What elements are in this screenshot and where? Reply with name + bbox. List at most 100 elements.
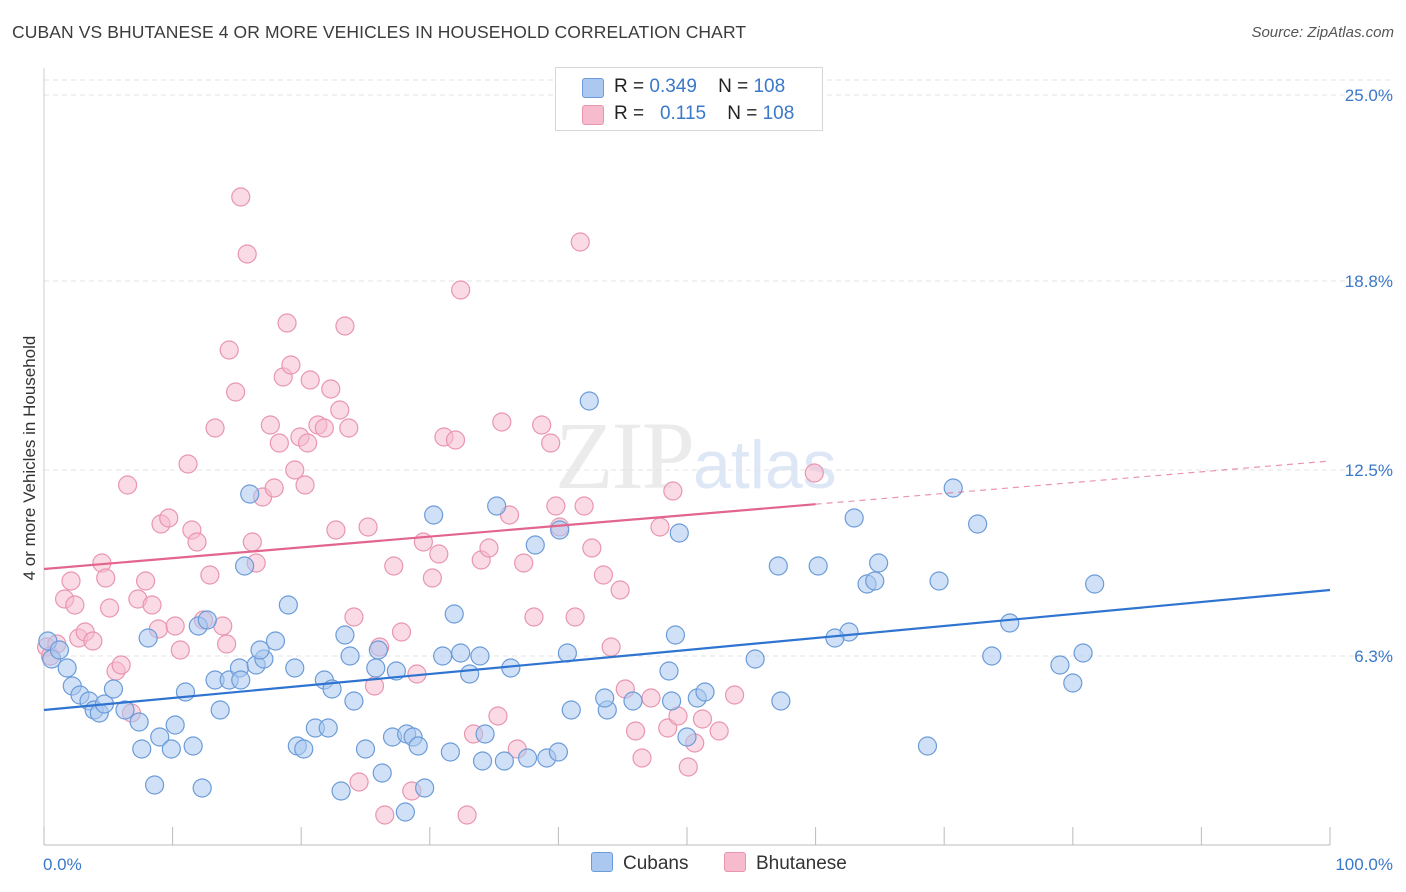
cubans-point <box>318 718 338 738</box>
cubans-point <box>595 688 615 708</box>
cubans-point <box>745 649 765 669</box>
bhutanese-point <box>610 580 630 600</box>
cubans-point <box>344 691 364 711</box>
bhutanese-point <box>159 508 179 528</box>
cubans-point <box>943 478 963 498</box>
bhutanese-point <box>298 433 318 453</box>
bhutanese-point <box>724 685 745 705</box>
cubans-point <box>695 682 715 702</box>
bhutanese-point <box>524 607 544 627</box>
cubans-point <box>557 643 578 663</box>
cubans-point <box>444 604 464 624</box>
cubans-r-label: R = <box>614 76 645 97</box>
bhutanese-point <box>582 538 602 558</box>
bhutanese-point <box>804 463 824 483</box>
bhutanese-point <box>451 280 471 300</box>
cubans-point <box>1050 655 1070 675</box>
bhutanese-point <box>170 640 190 660</box>
bhutanese-point <box>260 415 280 435</box>
cubans-point <box>982 646 1002 666</box>
cubans-point <box>285 658 305 678</box>
cubans-point <box>1063 673 1083 693</box>
cubans-point <box>487 496 507 516</box>
bhutanese-point <box>375 805 395 825</box>
bhutanese-point <box>422 568 442 588</box>
bhutanese-point <box>565 607 585 627</box>
cubans-point <box>240 484 260 504</box>
legend-cubans-stats: R = 0.349 N = 108 <box>614 76 785 98</box>
x-tick-label-min: 0.0% <box>43 855 82 874</box>
cubans-point <box>129 712 149 732</box>
bhutanese-point <box>349 772 369 792</box>
cubans-point <box>165 715 185 735</box>
bhutanese-point <box>492 412 512 432</box>
bhutanese-point <box>111 655 131 675</box>
cubans-point <box>278 595 298 615</box>
y-tick-label: 6.3% <box>1354 647 1393 666</box>
bhutanese-point <box>65 595 85 615</box>
bhutanese-point <box>281 355 301 375</box>
bhutanese-r-label: R = <box>614 103 645 124</box>
cubans-point <box>470 646 490 666</box>
bhutanese-point <box>541 433 561 453</box>
bhutanese-point <box>335 316 355 336</box>
bhutanese-point <box>226 382 246 402</box>
cubans-point <box>451 643 471 663</box>
bhutanese-point <box>277 313 297 333</box>
cubans-point <box>210 700 230 720</box>
cubans-point <box>183 736 203 756</box>
cubans-point <box>231 670 251 690</box>
cubans-point <box>150 727 170 747</box>
cubans-point <box>424 505 444 525</box>
bhutanese-point <box>96 568 116 588</box>
bhutanese-point <box>237 244 257 264</box>
cubans-point <box>561 700 581 720</box>
cubans-point <box>548 742 569 762</box>
cubans-trendline <box>43 588 1331 712</box>
cubans-point <box>294 739 314 759</box>
bhutanese-point <box>61 571 81 591</box>
cubans-point <box>132 739 152 759</box>
cubans-point <box>115 700 135 720</box>
bhutanese-point <box>264 478 284 498</box>
bhutanese-point <box>83 631 103 651</box>
cubans-point <box>844 508 864 528</box>
bhutanese-point <box>593 565 614 585</box>
cubans-point <box>433 646 453 666</box>
bhutanese-point <box>295 475 315 495</box>
bhutanese-point <box>200 565 220 585</box>
cubans-point <box>665 625 686 645</box>
cubans-point <box>197 610 217 630</box>
cubans-point <box>475 724 495 744</box>
bhutanese-point <box>358 517 378 537</box>
bhutanese-swatch <box>582 105 604 125</box>
cubans-point <box>865 571 885 591</box>
cubans-point <box>415 778 435 798</box>
bhutanese-point <box>339 418 359 438</box>
bhutanese-point <box>330 400 350 420</box>
cubans-n-value: 108 <box>753 76 786 97</box>
y-tick-label: 12.5% <box>1345 461 1393 480</box>
cubans-point <box>669 523 689 543</box>
bhutanese-point <box>546 496 566 516</box>
cubans-point <box>250 640 270 660</box>
bhutanese-point <box>601 637 621 657</box>
bhutanese-point <box>650 517 670 537</box>
cubans-point <box>460 664 480 684</box>
bhutanese-point <box>514 553 534 573</box>
bhutanese-trendline <box>43 503 816 571</box>
bhutanese-point <box>429 544 449 564</box>
cubans-point <box>355 739 376 759</box>
cubans-r-value: 0.349 <box>649 76 697 97</box>
x-tick-label-max: 100.0% <box>1335 855 1393 874</box>
cubans-point <box>265 631 286 651</box>
cubans-point <box>235 556 255 576</box>
bhutanese-point <box>678 757 698 777</box>
bottom-cubans-label: Cubans <box>623 853 689 874</box>
cubans-point <box>525 535 545 555</box>
bhutanese-point <box>135 571 156 591</box>
bhutanese-point <box>384 556 404 576</box>
cubans-point <box>192 778 212 798</box>
bhutanese-point <box>269 433 289 453</box>
y-tick-label: 18.8% <box>1345 272 1393 291</box>
